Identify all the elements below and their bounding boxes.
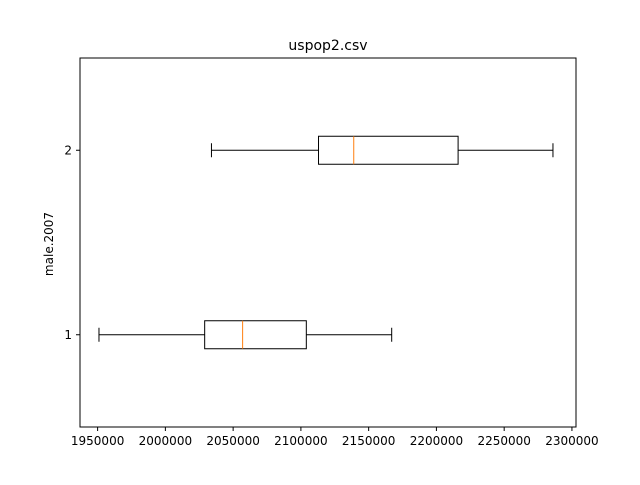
y-axis-label: male.2007 xyxy=(42,212,56,276)
x-tick-label: 2000000 xyxy=(139,434,192,448)
chart-title: uspop2.csv xyxy=(288,38,367,54)
x-tick-label: 2100000 xyxy=(274,434,327,448)
x-tick-label: 2250000 xyxy=(477,434,530,448)
plot-area: 1950000 2000000 2050000 2100000 2150000 22000… xyxy=(64,57,599,448)
x-tick-label: 2150000 xyxy=(342,434,395,448)
axes-frame xyxy=(79,57,577,428)
x-tick-label: 2300000 xyxy=(545,434,598,448)
x-tick-label: 2200000 xyxy=(410,434,463,448)
y-tick-label: 2 xyxy=(64,143,72,157)
x-tick-label: 2050000 xyxy=(206,434,259,448)
y-tick-label: 1 xyxy=(64,328,72,342)
x-tick-label: 1950000 xyxy=(71,434,124,448)
iqr-box xyxy=(318,135,459,165)
iqr-box xyxy=(204,320,307,350)
